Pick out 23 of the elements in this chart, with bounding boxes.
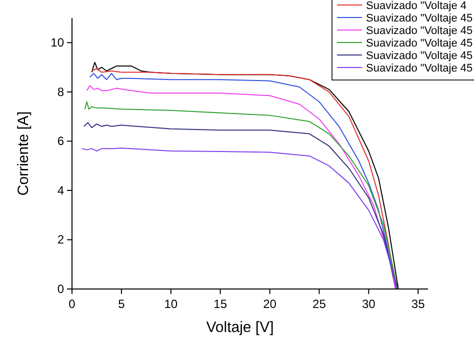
y-tick-label: 4 — [57, 183, 64, 198]
y-tick-label: 6 — [57, 134, 64, 148]
line-series — [81, 148, 397, 290]
x-tick-label: 0 — [68, 297, 76, 311]
x-tick-label: 30 — [362, 297, 376, 311]
y-tick-label: 0 — [57, 282, 64, 296]
y-axis-title: Corriente [A] — [15, 111, 32, 196]
legend-label: Suavizado "Voltaje 45 — [366, 50, 473, 62]
y-tick-label: 2 — [57, 232, 64, 247]
legend-label: Suavizado "Voltaje 45 — [366, 62, 473, 74]
x-tick-label: 20 — [263, 297, 277, 311]
x-axis-title: Voltaje [V] — [206, 319, 274, 336]
y-tick-label: 8 — [57, 84, 64, 99]
x-tick-label: 10 — [164, 297, 178, 311]
x-tick-label: 15 — [214, 297, 228, 311]
legend-label: Suavizado "Voltaje 45 — [366, 38, 473, 50]
legend-label: Suavizado "Voltaje 4 — [366, 0, 467, 12]
y-tick-label: 10 — [50, 36, 64, 50]
legend-label: Suavizado "Voltaje 45 — [366, 25, 473, 37]
x-tick-label: 25 — [312, 297, 326, 311]
legend-label: Suavizado "Voltaje 45 — [366, 12, 473, 24]
x-tick-label: 5 — [118, 297, 126, 311]
x-tick-label: 35 — [411, 297, 426, 311]
